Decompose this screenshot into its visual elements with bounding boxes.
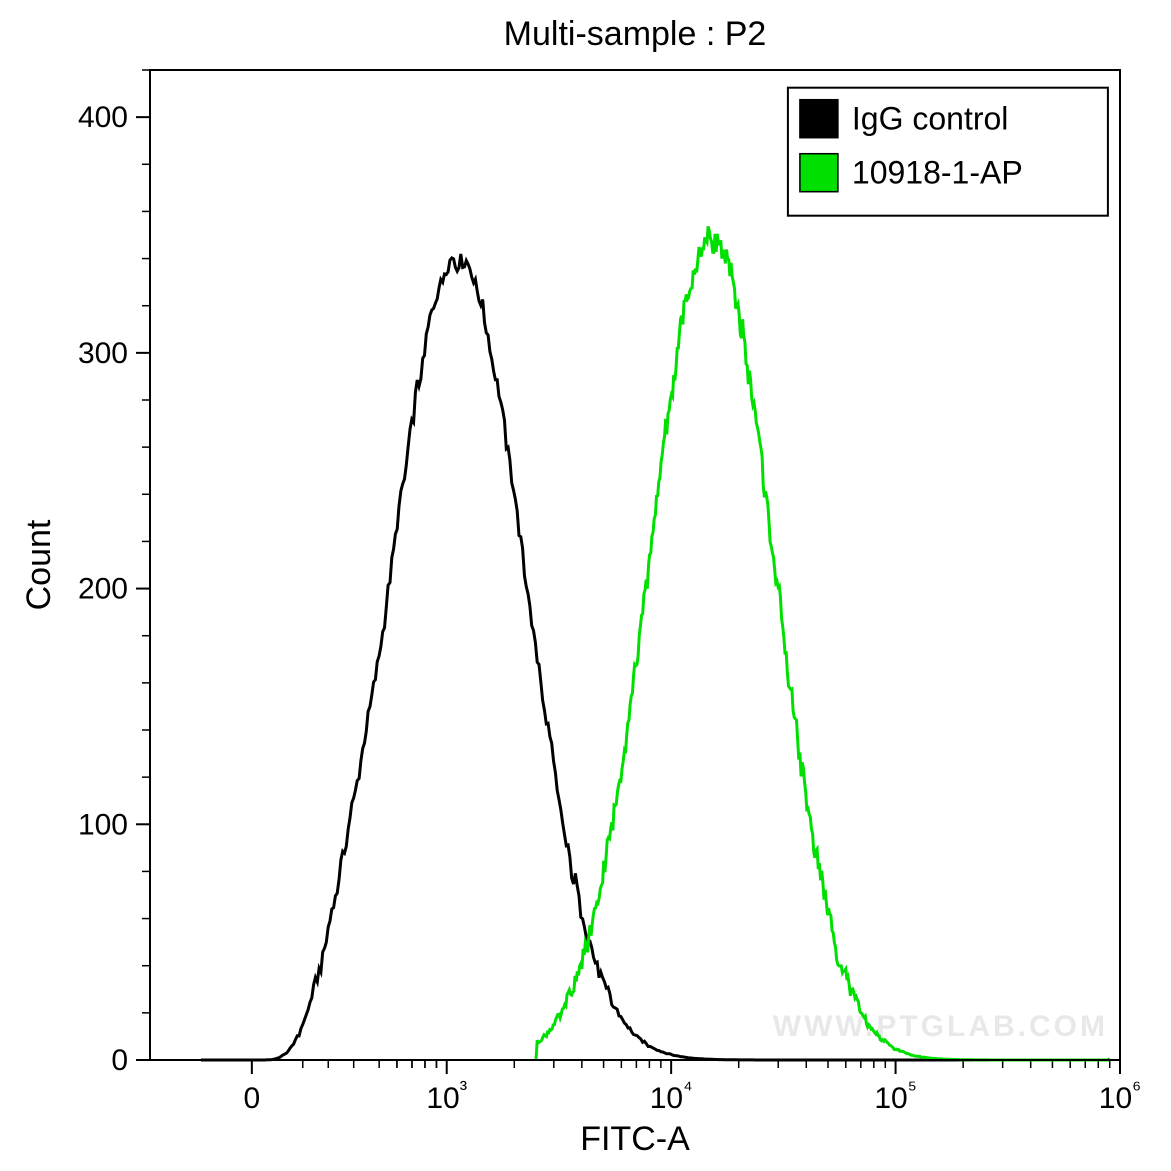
y-tick-label: 100 xyxy=(78,808,128,841)
y-tick-label: 400 xyxy=(78,101,128,134)
legend-swatch xyxy=(800,154,838,192)
y-axis-label: Count xyxy=(20,519,58,610)
chart-title: Multi-sample : P2 xyxy=(504,15,767,53)
x-tick-label: 0 xyxy=(244,1082,261,1115)
y-tick-label: 0 xyxy=(111,1044,128,1077)
y-tick-label: 300 xyxy=(78,337,128,370)
flow-cytometry-histogram: Multi-sample : P2 0100200300400010³10⁴10… xyxy=(0,0,1171,1171)
legend-swatch xyxy=(800,100,838,138)
x-axis-label: FITC-A xyxy=(580,1120,690,1158)
y-tick-label: 200 xyxy=(78,573,128,606)
plot-area: 0100200300400010³10⁴10⁵10⁶WWW.PTGLAB.COM… xyxy=(78,70,1141,1115)
legend-label: 10918-1-AP xyxy=(852,155,1023,191)
legend-label: IgG control xyxy=(852,101,1009,137)
watermark: WWW.PTGLAB.COM xyxy=(773,1010,1108,1043)
